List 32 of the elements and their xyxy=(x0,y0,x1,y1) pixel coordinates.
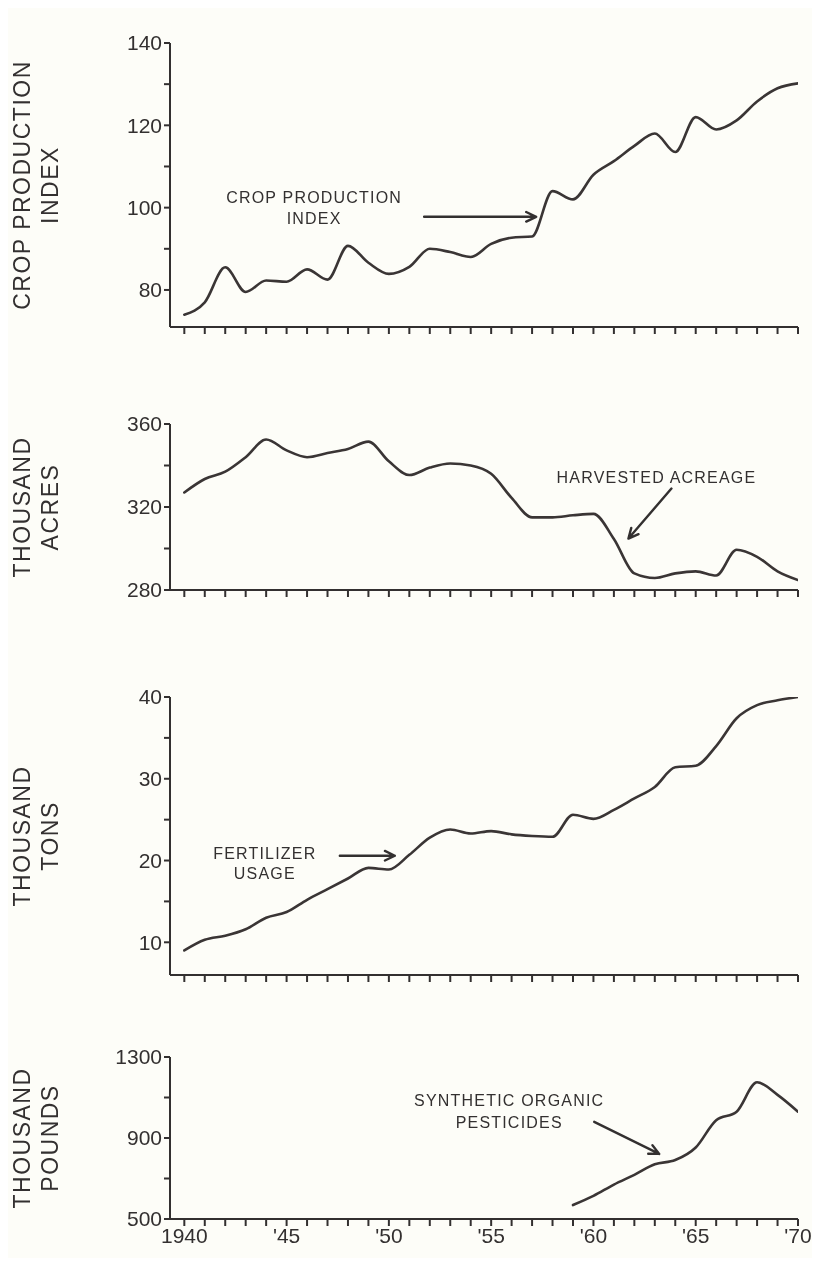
y-axis-title: CROP PRODUCTION INDEX xyxy=(9,60,63,310)
annotation: HARVESTED ACREAGE xyxy=(556,468,757,486)
annotation: SYNTHETIC ORGANIC PESTICIDES xyxy=(414,1091,605,1131)
x-tick-label: '65 xyxy=(682,1223,710,1247)
y-tick-label: 20 xyxy=(138,848,162,872)
annotation: FERTILIZER USAGE xyxy=(213,844,317,882)
y-tick-label: 140 xyxy=(126,31,162,55)
y-tick-label: 30 xyxy=(138,767,162,791)
y-tick-label: 360 xyxy=(126,412,162,436)
y-tick-label: 320 xyxy=(126,495,162,519)
line-series xyxy=(183,697,798,952)
line-series xyxy=(183,82,798,316)
y-tick-label: 280 xyxy=(126,578,162,602)
y-axis-title: THOUSAND TONS xyxy=(9,765,63,907)
y-tick-label: 900 xyxy=(126,1126,162,1150)
y-tick-label: 10 xyxy=(138,930,162,954)
y-axis-title: THOUSAND ACRES xyxy=(9,436,63,578)
annotation: CROP PRODUCTION INDEX xyxy=(226,188,403,227)
y-tick-label: 1300 xyxy=(115,1045,162,1069)
x-tick-label: '60 xyxy=(579,1223,608,1247)
y-tick-label: 40 xyxy=(138,685,162,709)
x-tick-label: '45 xyxy=(272,1223,301,1247)
x-tick-label: 1940 xyxy=(160,1223,208,1247)
x-tick-label: '70 xyxy=(784,1223,812,1247)
y-tick-label: 80 xyxy=(138,278,162,302)
x-tick-label: '55 xyxy=(477,1223,505,1247)
line-series xyxy=(183,438,798,582)
y-axis-title: THOUSAND POUNDS xyxy=(9,1067,63,1209)
x-tick-label: '50 xyxy=(375,1223,403,1247)
y-tick-label: 500 xyxy=(126,1207,162,1231)
y-tick-label: 120 xyxy=(126,113,162,137)
y-tick-label: 100 xyxy=(126,196,162,220)
